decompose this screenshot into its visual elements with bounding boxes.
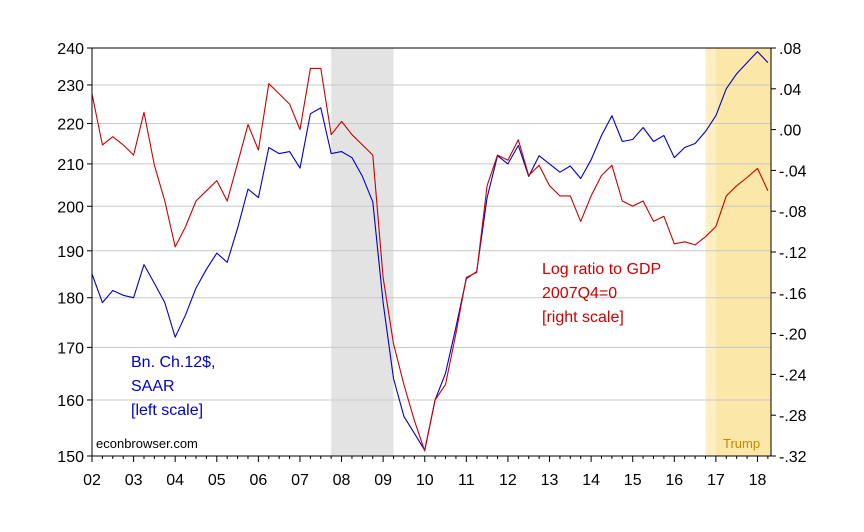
x-tick-label: 09 xyxy=(374,472,392,489)
right-series-label-line2: 2007Q4=0 xyxy=(542,285,617,302)
left-tick-label: 240 xyxy=(57,41,84,58)
x-tick-label: 03 xyxy=(125,472,143,489)
right-tick-label: .04 xyxy=(779,82,801,99)
left-series-label-line2: SAAR xyxy=(131,378,175,395)
right-series-label-line1: Log ratio to GDP xyxy=(542,261,661,278)
x-tick-label: 14 xyxy=(582,472,600,489)
series-lines xyxy=(91,51,769,452)
x-tick-label: 11 xyxy=(458,472,475,489)
x-tick-label: 18 xyxy=(749,472,767,489)
shade-trump xyxy=(715,48,771,456)
right-tick-label: -.28 xyxy=(779,408,807,425)
shade-recession xyxy=(331,48,394,456)
x-tick-label: 05 xyxy=(208,472,226,489)
right-series-label-line3: [right scale] xyxy=(542,309,624,326)
shade-trump-light xyxy=(705,48,716,456)
x-tick-label: 17 xyxy=(707,472,725,489)
x-tick-label: 08 xyxy=(333,472,351,489)
x-tick-label: 10 xyxy=(416,472,434,489)
right-tick-label: -.08 xyxy=(779,204,807,221)
watermark-text: econbrowser.com xyxy=(96,436,198,451)
left-tick-label: 190 xyxy=(57,244,84,261)
left-tick-label: 170 xyxy=(57,340,84,357)
series-line-right xyxy=(91,67,769,452)
left-tick-label: 200 xyxy=(57,199,84,216)
right-tick-label: -.16 xyxy=(779,286,807,303)
left-tick-label: 230 xyxy=(57,78,84,95)
left-tick-label: 160 xyxy=(57,393,84,410)
x-tick-label: 16 xyxy=(665,472,683,489)
x-tick-label: 07 xyxy=(291,472,309,489)
right-tick-label: -.12 xyxy=(779,245,807,262)
x-tick-label: 13 xyxy=(541,472,559,489)
right-tick-label: -.32 xyxy=(779,449,807,466)
left-tick-label: 210 xyxy=(57,157,84,174)
right-tick-label: -.04 xyxy=(779,163,807,180)
right-tick-label: -.24 xyxy=(779,367,807,384)
axes: 150 160 170 180 190 200 210 220 230 240 -.32 -.28 -.… xyxy=(57,41,806,489)
trump-label: Trump xyxy=(723,436,760,451)
x-tick-label: 02 xyxy=(83,472,101,489)
left-tick-label: 180 xyxy=(57,291,84,308)
x-tick-label: 15 xyxy=(624,472,642,489)
x-tick-label: 12 xyxy=(499,472,517,489)
x-tick-label: 04 xyxy=(166,472,184,489)
left-series-label-line3: [left scale] xyxy=(131,402,203,419)
right-tick-label: .08 xyxy=(779,41,801,58)
left-tick-label: 150 xyxy=(57,449,84,466)
grid xyxy=(92,84,771,401)
x-tick-label: 06 xyxy=(249,472,267,489)
shaded-regions xyxy=(331,48,771,456)
left-tick-label: 220 xyxy=(57,117,84,134)
right-tick-label: .00 xyxy=(779,123,801,140)
left-series-label-line1: Bn. Ch.12$, xyxy=(131,354,216,371)
right-tick-label: -.20 xyxy=(779,327,807,344)
